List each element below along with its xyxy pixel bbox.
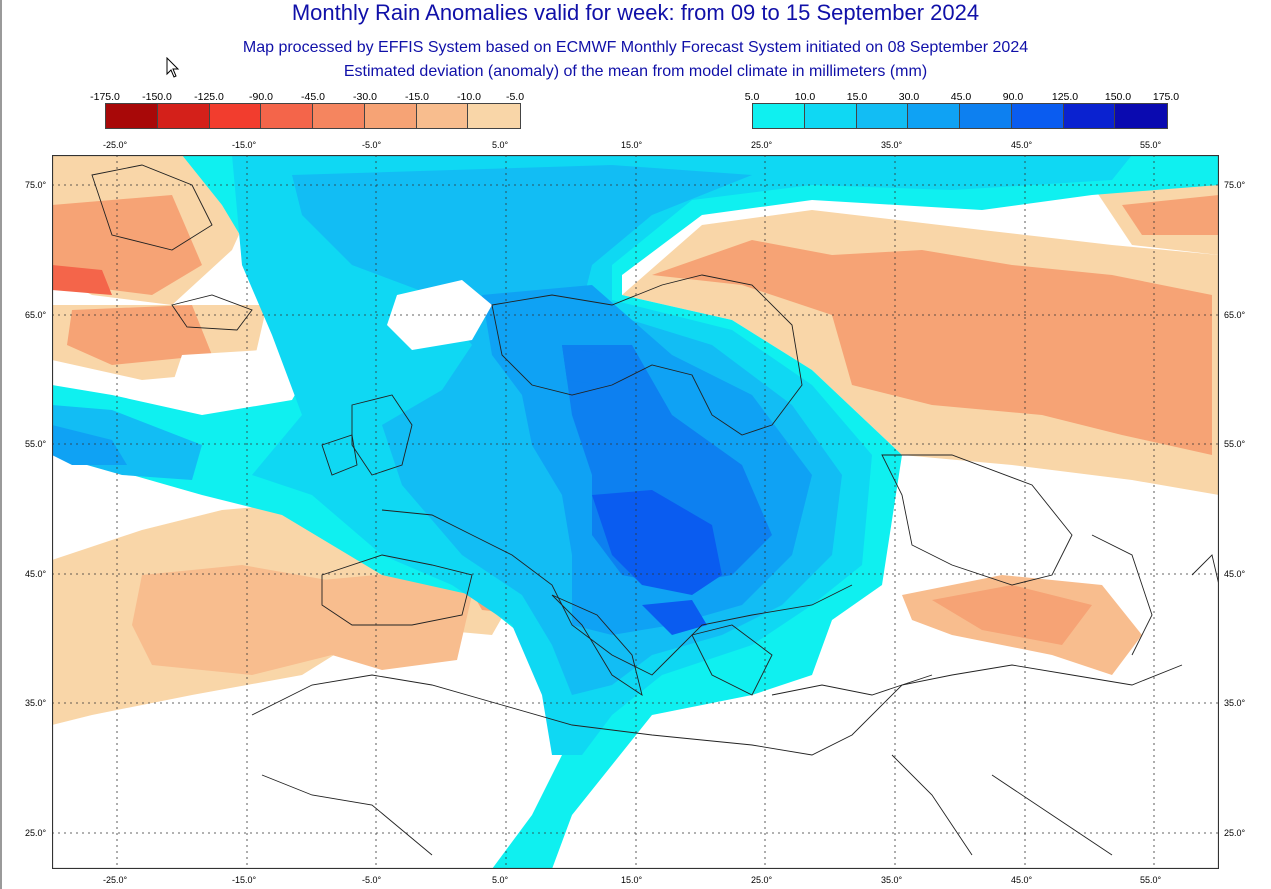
lon-tick-top: 35.0° xyxy=(881,140,903,150)
lon-tick-top: -25.0° xyxy=(103,140,128,150)
legend-pos-swatch xyxy=(1115,104,1167,128)
lat-tick-left: 55.0° xyxy=(25,439,47,449)
legend-neg-label: -125.0 xyxy=(194,91,224,103)
legend-neg-swatch xyxy=(364,104,417,128)
legend-neg-label: -30.0 xyxy=(353,91,377,103)
legend-neg-swatch xyxy=(313,104,365,128)
lat-tick-right: 65.0° xyxy=(1224,310,1246,320)
map-title: Monthly Rain Anomalies valid for week: f… xyxy=(291,0,980,25)
legend-neg-label: -175.0 xyxy=(90,91,120,103)
legend-neg-swatch xyxy=(468,104,520,128)
lon-tick-bottom: -15.0° xyxy=(232,875,257,885)
legend-pos-swatch xyxy=(753,104,805,128)
lon-tick-bottom: 55.0° xyxy=(1140,875,1162,885)
legend-neg-label: -10.0 xyxy=(457,91,481,103)
lon-tick-top: -5.0° xyxy=(362,140,382,150)
anomaly-map-canvas xyxy=(52,155,1219,869)
lat-tick-right: 35.0° xyxy=(1224,698,1246,708)
lat-tick-right: 55.0° xyxy=(1224,439,1246,449)
legend-pos-label: 30.0 xyxy=(898,91,920,103)
legend-pos-label: 15.0 xyxy=(846,91,868,103)
lat-tick-left: 75.0° xyxy=(25,180,47,190)
legend-neg-swatch xyxy=(157,104,210,128)
legend-neg-label: -5.0 xyxy=(505,91,525,103)
graticule xyxy=(52,155,1219,869)
lon-tick-top: 25.0° xyxy=(751,140,773,150)
legend-neg-swatch xyxy=(261,104,313,128)
anomaly-map[interactable] xyxy=(52,155,1219,869)
legend-pos-swatch xyxy=(1011,104,1064,128)
lat-tick-right: 25.0° xyxy=(1224,828,1246,838)
lat-tick-right: 75.0° xyxy=(1224,180,1246,190)
coastlines xyxy=(91,164,1219,856)
legend-neg-label: -150.0 xyxy=(142,91,172,103)
legend-pos-label: 45.0 xyxy=(950,91,972,103)
legend-neg-swatch xyxy=(106,104,158,128)
legend-neg-label: -90.0 xyxy=(249,91,273,103)
left-window-border xyxy=(0,0,2,889)
legend-neg-label: -15.0 xyxy=(405,91,429,103)
lon-tick-bottom: 15.0° xyxy=(621,875,643,885)
legend-neg-label: -45.0 xyxy=(301,91,325,103)
map-subtitle-system: Map processed by EFFIS System based on E… xyxy=(242,39,1029,56)
lat-tick-left: 35.0° xyxy=(25,698,47,708)
legend-neg-swatch xyxy=(209,104,262,128)
legend-negative: -175.0 -150.0 -125.0 -90.0 -45.0 -30.0 -… xyxy=(90,91,525,133)
legend-neg-swatches xyxy=(105,103,521,129)
legend-neg-swatch xyxy=(416,104,469,128)
lon-tick-top: 15.0° xyxy=(621,140,643,150)
legend-positive: 5.0 10.0 15.0 30.0 45.0 90.0 125.0 150.0… xyxy=(745,91,1179,133)
lat-tick-right: 45.0° xyxy=(1224,569,1246,579)
legend-pos-swatch xyxy=(1063,104,1116,128)
lon-tick-top: 55.0° xyxy=(1140,140,1162,150)
legend-pos-swatch xyxy=(856,104,909,128)
lat-tick-left: 25.0° xyxy=(25,828,47,838)
legend-pos-swatch xyxy=(960,104,1012,128)
lon-tick-top: -15.0° xyxy=(232,140,257,150)
mouse-pointer-icon xyxy=(166,57,180,78)
lat-tick-left: 45.0° xyxy=(25,569,47,579)
legend-pos-label: 125.0 xyxy=(1051,91,1079,103)
lon-tick-bottom: 35.0° xyxy=(881,875,903,885)
lon-tick-bottom: 5.0° xyxy=(492,875,509,885)
legend-pos-swatches xyxy=(752,103,1168,129)
legend-pos-swatch xyxy=(908,104,960,128)
legend-pos-label: 175.0 xyxy=(1152,91,1180,103)
legend-pos-label: 150.0 xyxy=(1104,91,1132,103)
legend-pos-swatch xyxy=(804,104,857,128)
lon-tick-bottom: 45.0° xyxy=(1011,875,1033,885)
map-subtitle-units: Estimated deviation (anomaly) of the mea… xyxy=(343,63,928,80)
legend-pos-label: 10.0 xyxy=(794,91,816,103)
lon-tick-top: 5.0° xyxy=(492,140,509,150)
lon-tick-bottom: -5.0° xyxy=(362,875,382,885)
lon-tick-bottom: -25.0° xyxy=(103,875,128,885)
lat-tick-left: 65.0° xyxy=(25,310,47,320)
lon-tick-bottom: 25.0° xyxy=(751,875,773,885)
legend-pos-label: 5.0 xyxy=(744,91,760,103)
lon-tick-top: 45.0° xyxy=(1011,140,1033,150)
legend-pos-label: 90.0 xyxy=(1002,91,1024,103)
